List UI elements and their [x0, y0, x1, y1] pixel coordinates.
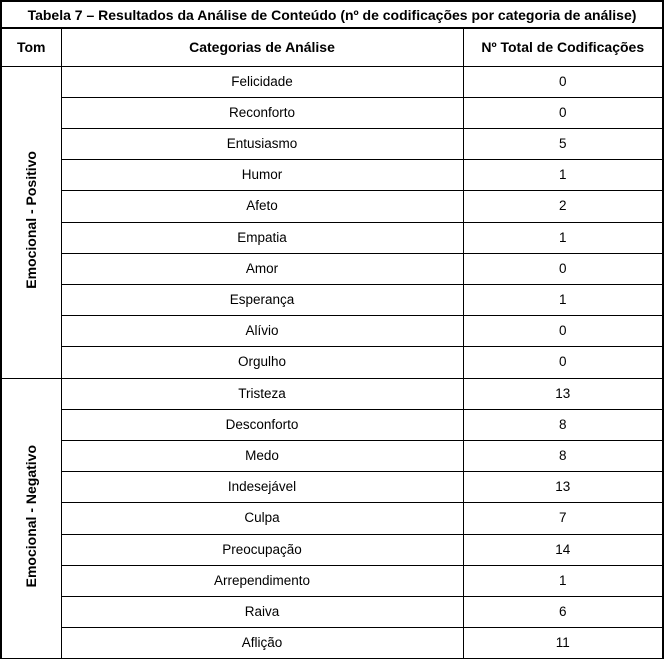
table-row: Aflição11 [1, 628, 663, 659]
count-cell: 13 [463, 378, 663, 409]
count-cell: 1 [463, 160, 663, 191]
categoria-cell: Alívio [61, 316, 463, 347]
table-row: Amor0 [1, 253, 663, 284]
table-row: Afeto2 [1, 191, 663, 222]
categoria-cell: Esperança [61, 285, 463, 316]
categoria-cell: Desconforto [61, 409, 463, 440]
categoria-cell: Reconforto [61, 97, 463, 128]
categoria-cell: Amor [61, 253, 463, 284]
count-cell: 8 [463, 409, 663, 440]
count-cell: 2 [463, 191, 663, 222]
tom-group-label: Emocional - Negativo [23, 437, 40, 595]
header-tom: Tom [1, 28, 61, 66]
table-row: Indesejável13 [1, 472, 663, 503]
table-title: Tabela 7 – Resultados da Análise de Cont… [0, 0, 664, 27]
categoria-cell: Arrependimento [61, 565, 463, 596]
count-cell: 13 [463, 472, 663, 503]
table-row: Culpa7 [1, 503, 663, 534]
categoria-cell: Aflição [61, 628, 463, 659]
tom-group-cell: Emocional - Positivo [1, 66, 61, 378]
count-cell: 5 [463, 129, 663, 160]
count-cell: 0 [463, 253, 663, 284]
count-cell: 11 [463, 628, 663, 659]
table-row: Esperança1 [1, 285, 663, 316]
table-row: Emocional - NegativoTristeza13 [1, 378, 663, 409]
table-row: Medo8 [1, 440, 663, 471]
table-row: Alívio0 [1, 316, 663, 347]
table-header-row: Tom Categorias de Análise Nº Total de Co… [1, 28, 663, 66]
count-cell: 0 [463, 97, 663, 128]
categoria-cell: Medo [61, 440, 463, 471]
categoria-cell: Tristeza [61, 378, 463, 409]
header-categoria: Categorias de Análise [61, 28, 463, 66]
table-row: Humor1 [1, 160, 663, 191]
count-cell: 1 [463, 222, 663, 253]
tom-group-cell: Emocional - Negativo [1, 378, 61, 659]
count-cell: 14 [463, 534, 663, 565]
categoria-cell: Afeto [61, 191, 463, 222]
count-cell: 1 [463, 285, 663, 316]
table-row: Orgulho0 [1, 347, 663, 378]
categoria-cell: Preocupação [61, 534, 463, 565]
table-row: Entusiasmo5 [1, 129, 663, 160]
categoria-cell: Humor [61, 160, 463, 191]
count-cell: 7 [463, 503, 663, 534]
table-row: Empatia1 [1, 222, 663, 253]
table-body: Emocional - PositivoFelicidade0Reconfort… [1, 66, 663, 659]
table-row: Reconforto0 [1, 97, 663, 128]
results-table: Tom Categorias de Análise Nº Total de Co… [0, 27, 664, 659]
table-row: Preocupação14 [1, 534, 663, 565]
categoria-cell: Indesejável [61, 472, 463, 503]
table-row: Emocional - PositivoFelicidade0 [1, 66, 663, 97]
categoria-cell: Culpa [61, 503, 463, 534]
categoria-cell: Felicidade [61, 66, 463, 97]
count-cell: 0 [463, 66, 663, 97]
table-row: Arrependimento1 [1, 565, 663, 596]
categoria-cell: Entusiasmo [61, 129, 463, 160]
table-wrapper: Tabela 7 – Resultados da Análise de Cont… [0, 0, 664, 659]
count-cell: 1 [463, 565, 663, 596]
categoria-cell: Empatia [61, 222, 463, 253]
table-row: Raiva6 [1, 596, 663, 627]
categoria-cell: Orgulho [61, 347, 463, 378]
table-row: Desconforto8 [1, 409, 663, 440]
count-cell: 0 [463, 316, 663, 347]
categoria-cell: Raiva [61, 596, 463, 627]
count-cell: 6 [463, 596, 663, 627]
header-total: Nº Total de Codificações [463, 28, 663, 66]
count-cell: 8 [463, 440, 663, 471]
tom-group-label: Emocional - Positivo [23, 143, 40, 297]
count-cell: 0 [463, 347, 663, 378]
